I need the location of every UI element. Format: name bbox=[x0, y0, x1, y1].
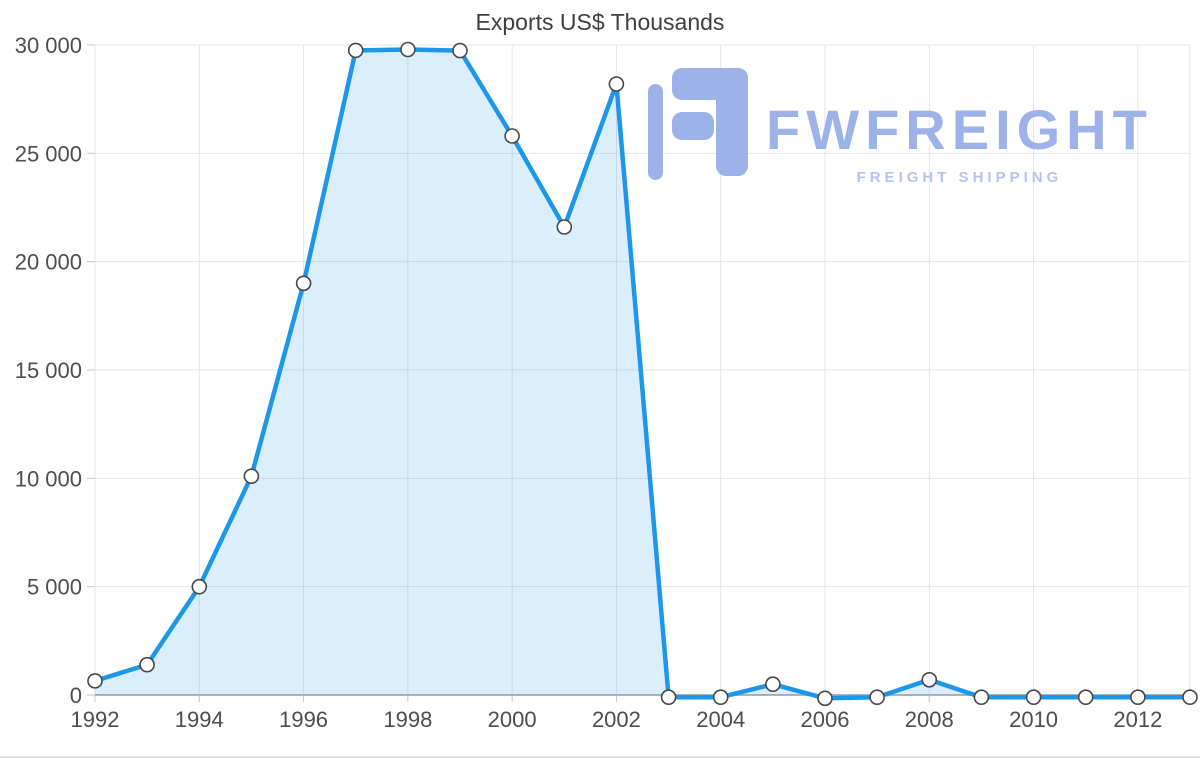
data-point-marker[interactable] bbox=[973, 689, 990, 706]
data-point-marker[interactable] bbox=[243, 468, 260, 485]
x-tick-label: 1998 bbox=[383, 707, 432, 732]
data-point-marker[interactable] bbox=[452, 42, 468, 59]
chart-title: Exports US$ Thousands bbox=[475, 9, 725, 35]
data-point-marker[interactable] bbox=[1077, 689, 1094, 706]
y-tick-label: 15 000 bbox=[15, 358, 82, 383]
y-tick-label: 10 000 bbox=[15, 466, 82, 491]
x-tick-label: 1994 bbox=[175, 707, 224, 732]
x-tick-label: 1992 bbox=[71, 707, 120, 732]
data-point-marker[interactable] bbox=[921, 671, 938, 688]
data-point-marker[interactable] bbox=[139, 656, 155, 673]
data-point-marker[interactable] bbox=[504, 128, 520, 144]
data-point-marker[interactable] bbox=[556, 219, 573, 235]
y-tick-label: 0 bbox=[70, 683, 82, 708]
data-point-marker[interactable] bbox=[1130, 689, 1146, 706]
x-tick-label: 2008 bbox=[905, 707, 954, 732]
series-area-fill bbox=[95, 49, 1190, 699]
x-tick-label: 2010 bbox=[1009, 707, 1058, 732]
data-point-marker[interactable] bbox=[295, 275, 312, 292]
data-point-marker[interactable] bbox=[817, 690, 833, 707]
data-point-marker[interactable] bbox=[191, 578, 208, 595]
data-point-marker[interactable] bbox=[1182, 689, 1198, 706]
data-point-marker[interactable] bbox=[1025, 689, 1042, 706]
x-tick-label: 2006 bbox=[801, 707, 850, 732]
data-point-marker[interactable] bbox=[869, 689, 885, 706]
y-tick-label: 20 000 bbox=[15, 250, 82, 275]
y-tick-label: 25 000 bbox=[15, 141, 82, 166]
x-tick-label: 1996 bbox=[279, 707, 328, 732]
data-point-marker[interactable] bbox=[400, 41, 416, 58]
data-point-marker[interactable] bbox=[712, 689, 729, 706]
data-point-marker[interactable] bbox=[87, 673, 103, 689]
data-point-marker[interactable] bbox=[765, 676, 781, 693]
series-line bbox=[92, 47, 1193, 701]
x-tick-label: 2012 bbox=[1113, 707, 1162, 732]
y-tick-label: 5 000 bbox=[27, 575, 82, 600]
data-point-marker[interactable] bbox=[660, 689, 677, 706]
x-tick-label: 2002 bbox=[592, 707, 641, 732]
data-point-marker[interactable] bbox=[347, 42, 364, 59]
y-tick-label: 30 000 bbox=[15, 33, 82, 58]
data-point-marker[interactable] bbox=[608, 76, 625, 92]
x-tick-label: 2000 bbox=[488, 707, 537, 732]
x-tick-label: 2004 bbox=[696, 707, 745, 732]
